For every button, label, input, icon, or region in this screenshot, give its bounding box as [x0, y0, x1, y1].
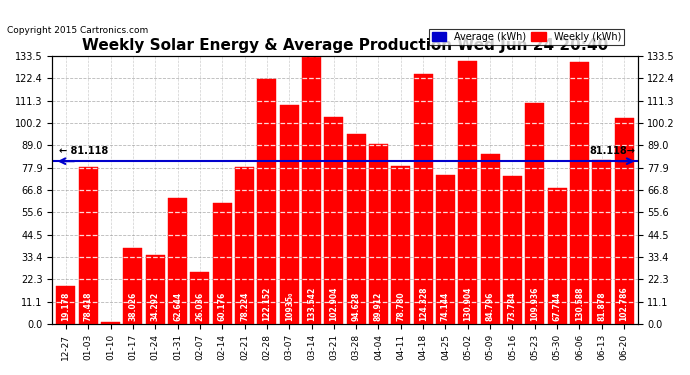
Text: 10935₀: 10935₀ [285, 292, 294, 321]
Text: 73.784: 73.784 [508, 291, 517, 321]
Text: 78.418: 78.418 [83, 291, 92, 321]
Text: 102.904: 102.904 [329, 286, 338, 321]
Bar [57, 285, 75, 324]
Bar [124, 248, 142, 324]
Legend: Average (kWh), Weekly (kWh): Average (kWh), Weekly (kWh) [429, 29, 624, 45]
Bar [548, 188, 566, 324]
Text: 81.878: 81.878 [598, 291, 607, 321]
Text: 78.780: 78.780 [396, 291, 405, 321]
Bar [235, 167, 254, 324]
Text: 38.026: 38.026 [128, 292, 137, 321]
Bar [302, 56, 321, 324]
Bar [324, 117, 344, 324]
Bar [346, 134, 366, 324]
Text: 89.912: 89.912 [374, 292, 383, 321]
Text: 130.588: 130.588 [575, 286, 584, 321]
Bar [592, 160, 611, 324]
Bar [101, 322, 120, 324]
Text: 74.144: 74.144 [441, 292, 450, 321]
Bar [436, 175, 455, 324]
Bar [213, 203, 232, 324]
Text: 133.542: 133.542 [307, 287, 316, 321]
Bar [570, 62, 589, 324]
Text: 124.328: 124.328 [419, 286, 428, 321]
Bar [279, 105, 299, 324]
Bar [168, 198, 187, 324]
Text: 67.744: 67.744 [553, 292, 562, 321]
Bar [525, 104, 544, 324]
Text: 122.152: 122.152 [262, 287, 271, 321]
Text: 130.904: 130.904 [463, 286, 473, 321]
Bar [190, 272, 209, 324]
Text: 60.176: 60.176 [217, 292, 227, 321]
Bar [503, 176, 522, 324]
Bar [458, 61, 477, 324]
Text: 109.936: 109.936 [531, 286, 540, 321]
Text: 78.224: 78.224 [240, 292, 249, 321]
Bar [369, 144, 388, 324]
Bar [79, 166, 98, 324]
Text: 62.644: 62.644 [173, 292, 182, 321]
Text: 19.178: 19.178 [61, 292, 70, 321]
Title: Weekly Solar Energy & Average Production Wed Jun 24 20:40: Weekly Solar Energy & Average Production… [82, 39, 608, 54]
Text: 26.036: 26.036 [195, 292, 204, 321]
Bar [257, 79, 276, 324]
Text: 81.118→: 81.118→ [589, 146, 635, 156]
Text: 94.628: 94.628 [352, 292, 361, 321]
Text: ← 81.118: ← 81.118 [59, 146, 108, 156]
Bar [615, 118, 633, 324]
Text: 102.786: 102.786 [620, 286, 629, 321]
Bar [146, 255, 165, 324]
Text: 34.292: 34.292 [150, 292, 159, 321]
Bar [391, 166, 411, 324]
Bar [481, 154, 500, 324]
Text: Copyright 2015 Cartronics.com: Copyright 2015 Cartronics.com [7, 26, 148, 35]
Bar [414, 75, 433, 324]
Text: 84.796: 84.796 [486, 292, 495, 321]
